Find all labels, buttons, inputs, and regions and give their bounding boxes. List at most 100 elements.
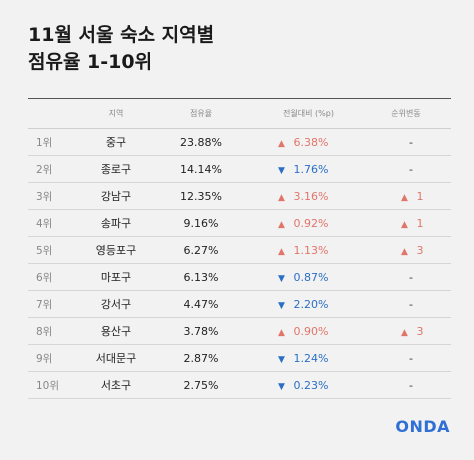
table-row: 10위 서초구 2.75% ▼ 0.23% - [28,372,451,399]
rank-cell: 6위 [36,271,53,284]
table-row: 7위 강서구 4.47% ▼ 2.20% - [28,291,451,318]
table-row: 9위 서대문구 2.87% ▼ 1.24% - [28,345,451,372]
rank-cell: 2위 [36,163,53,176]
onda-logo: ONDA [395,417,450,436]
rank-cell: 7위 [36,298,53,311]
triangle-up-icon: ▲ [401,219,408,230]
share-cell: 9.16% [183,216,219,230]
table-row: 3위 강남구 12.35% ▲ 3.16% ▲ 1 [28,183,451,210]
rank-change-cell: ▲ 1 [361,183,451,210]
header-rank [28,99,86,129]
change-cell: ▲ 0.92% [256,210,361,237]
table-row: 1위 중구 23.88% ▲ 6.38% - [28,129,451,156]
rank-change-value: - [409,297,413,311]
rank-change-cell: ▲ 1 [361,210,451,237]
table-body: 1위 중구 23.88% ▲ 6.38% -2위 종로구 14.14% ▼ 1.76% -3위 강… [28,129,451,399]
rank-change-value: - [409,351,413,365]
header-share: 점유율 [189,109,213,118]
region-cell: 중구 [105,136,127,149]
rank-change-value: - [409,270,413,284]
rank-cell: 5위 [36,244,53,257]
rank-change-cell: - [361,345,451,372]
table-row: 2위 종로구 14.14% ▼ 1.76% - [28,156,451,183]
region-cell: 용산구 [100,325,132,338]
change-cell: ▼ 0.23% [256,372,361,399]
table-row: 4위 송파구 9.16% ▲ 0.92% ▲ 1 [28,210,451,237]
region-cell: 서초구 [100,379,132,392]
share-cell: 2.75% [183,378,219,392]
region-cell: 송파구 [100,217,132,230]
change-cell: ▲ 3.16% [256,183,361,210]
rank-change-cell: - [361,129,451,156]
rank-change-value: - [409,135,413,149]
change-cell: ▼ 2.20% [256,291,361,318]
region-cell: 마포구 [100,271,132,284]
region-cell: 서대문구 [95,352,137,365]
rank-change-value: - [409,378,413,392]
share-cell: 6.27% [183,243,219,257]
table-row: 5위 영등포구 6.27% ▲ 1.13% ▲ 3 [28,237,451,264]
triangle-up-icon: ▲ [278,219,285,230]
share-cell: 6.13% [183,270,219,284]
change-cell: ▼ 1.24% [256,345,361,372]
triangle-up-icon: ▲ [401,246,408,257]
change-cell: ▼ 0.87% [256,264,361,291]
region-cell: 종로구 [100,163,132,176]
triangle-up-icon: ▲ [401,192,408,203]
rank-cell: 3위 [36,190,53,203]
header-change: 전월대비 (%p) [283,109,334,118]
rank-change-cell: ▲ 3 [361,318,451,345]
rank-change-value: 3 [416,324,424,338]
region-cell: 영등포구 [95,244,137,257]
chart-title: 11월 서울 숙소 지역별 점유율 1-10위 [28,22,214,76]
change-value: 3.16% [293,189,329,203]
chart-title-line-1: 11월 서울 숙소 지역별 [28,24,215,46]
share-cell: 3.78% [183,324,219,338]
change-cell: ▲ 0.90% [256,318,361,345]
header-region: 지역 [108,109,124,118]
rank-cell: 4위 [36,217,53,230]
chart-title-line-2: 점유율 1-10위 [28,51,153,73]
table-header-row: 지역 점유율 전월대비 (%p) 순위변동 [28,98,451,129]
rank-cell: 10위 [36,379,60,392]
change-value: 6.38% [293,135,329,149]
triangle-up-icon: ▲ [401,327,408,338]
triangle-up-icon: ▲ [278,327,285,338]
rank-change-cell: ▲ 3 [361,237,451,264]
rank-change-cell: - [361,291,451,318]
rank-change-cell: - [361,372,451,399]
occupancy-table: 지역 점유율 전월대비 (%p) 순위변동 1위 중구 23.88% ▲ 6.38% -… [28,98,451,399]
rank-change-value: 1 [416,216,424,230]
change-value: 2.20% [293,297,329,311]
change-value: 1.24% [293,351,329,365]
triangle-up-icon: ▲ [278,192,285,203]
change-value: 0.87% [293,270,329,284]
share-cell: 23.88% [180,135,222,149]
change-value: 1.76% [293,162,329,176]
triangle-down-icon: ▼ [278,165,285,176]
change-value: 0.90% [293,324,329,338]
rank-change-value: 3 [416,243,424,257]
table-row: 8위 용산구 3.78% ▲ 0.90% ▲ 3 [28,318,451,345]
rank-cell: 8위 [36,325,53,338]
change-value: 1.13% [293,243,329,257]
triangle-up-icon: ▲ [278,246,285,257]
region-cell: 강서구 [100,298,132,311]
share-cell: 14.14% [180,162,222,176]
header-rank-change: 순위변동 [391,109,421,118]
rank-change-cell: - [361,156,451,183]
rank-change-cell: - [361,264,451,291]
share-cell: 12.35% [180,189,222,203]
change-value: 0.23% [293,378,329,392]
rank-cell: 1위 [36,136,53,149]
change-cell: ▲ 6.38% [256,129,361,156]
share-cell: 4.47% [183,297,219,311]
region-cell: 강남구 [100,190,132,203]
share-cell: 2.87% [183,351,219,365]
rank-change-value: 1 [416,189,424,203]
rank-change-value: - [409,162,413,176]
triangle-up-icon: ▲ [278,138,285,149]
triangle-down-icon: ▼ [278,354,285,365]
change-value: 0.92% [293,216,329,230]
triangle-down-icon: ▼ [278,300,285,311]
